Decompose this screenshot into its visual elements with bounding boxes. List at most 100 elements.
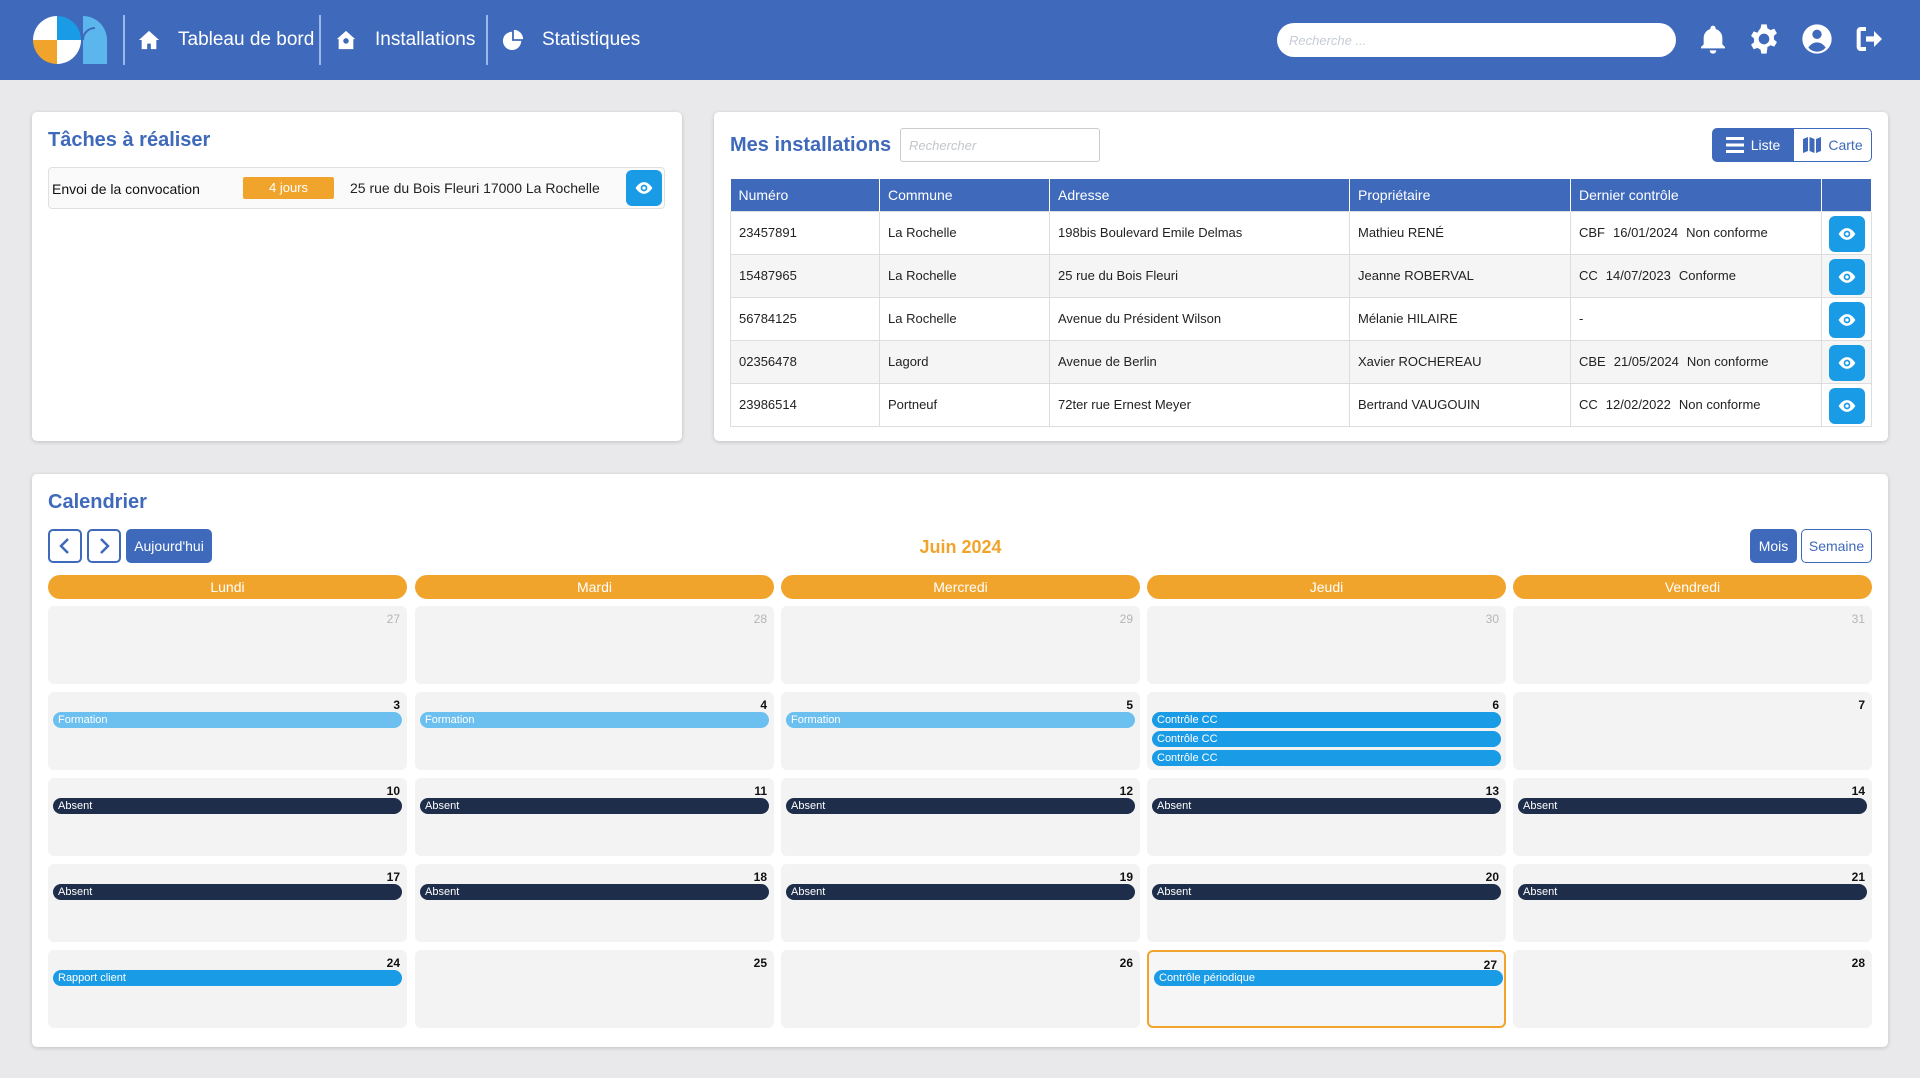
calendar-event[interactable]: Absent [420, 884, 769, 900]
calendar-day[interactable]: 19 Absent [781, 864, 1140, 942]
calendar-day[interactable]: 24 Rapport client [48, 950, 407, 1028]
day-number: 6 [1492, 698, 1499, 712]
calendar-event[interactable]: Contrôle CC [1152, 731, 1501, 747]
calendar-day[interactable]: 4 Formation [415, 692, 774, 770]
table-row[interactable]: 23457891 La Rochelle 198bis Boulevard Emil… [730, 210, 1872, 255]
calendar-day[interactable]: 25 [415, 950, 774, 1028]
profile-button[interactable] [1801, 23, 1833, 55]
user-icon [1802, 24, 1832, 54]
table-row[interactable]: 02356478 Lagord Avenue de Berlin Xavier ROC… [730, 339, 1872, 384]
cell-action [1821, 296, 1872, 341]
calendar-day[interactable]: 26 [781, 950, 1140, 1028]
nav-statistics[interactable]: Statistiques [502, 20, 640, 60]
task-delay-badge: 4 jours [243, 177, 334, 199]
calendar-day[interactable]: 6 Contrôle CC Contrôle CC Contrôle CC [1147, 692, 1506, 770]
calendar-day[interactable]: 14 Absent [1513, 778, 1872, 856]
calendar-day[interactable]: 30 [1147, 606, 1506, 684]
calendar-month-label: Juin 2024 [919, 537, 1002, 557]
cell-action [1821, 339, 1872, 384]
calendar-event[interactable]: Absent [1152, 884, 1501, 900]
calendar-event[interactable]: Absent [420, 798, 769, 814]
col-header-proprietaire[interactable]: Propriétaire [1349, 179, 1571, 211]
calendar-event[interactable]: Contrôle CC [1152, 750, 1501, 766]
col-header-numero[interactable]: Numéro [730, 179, 880, 211]
calendar-event[interactable]: Absent [1518, 884, 1867, 900]
view-map-button[interactable]: Carte [1793, 128, 1872, 162]
day-number: 30 [1485, 612, 1499, 626]
col-header-commune[interactable]: Commune [879, 179, 1050, 211]
calendar-month-view-button[interactable]: Mois [1750, 529, 1797, 563]
calendar-day[interactable]: 27 [48, 606, 407, 684]
installation-view-button[interactable] [1829, 387, 1865, 424]
installation-view-button[interactable] [1829, 344, 1865, 381]
calendar-today-button[interactable]: Aujourd'hui [126, 529, 212, 563]
settings-button[interactable] [1748, 23, 1780, 55]
calendar-event[interactable]: Contrôle CC [1152, 712, 1501, 728]
calendar-day[interactable]: 3 Formation [48, 692, 407, 770]
col-header-adresse[interactable]: Adresse [1049, 179, 1350, 211]
calendar-event[interactable]: Absent [1152, 798, 1501, 814]
calendar-event[interactable]: Absent [1518, 798, 1867, 814]
cell-action [1821, 253, 1872, 298]
nav-installations[interactable]: Installations [335, 20, 475, 60]
day-number: 7 [1858, 698, 1865, 712]
calendar-next-button[interactable] [87, 529, 121, 563]
day-number: 29 [1119, 612, 1133, 626]
calendar-day[interactable]: 10 Absent [48, 778, 407, 856]
cell-numero: 23457891 [730, 210, 880, 255]
control-type: - [1579, 311, 1584, 326]
table-row[interactable]: 56784125 La Rochelle Avenue du Président W… [730, 296, 1872, 341]
view-map-label: Carte [1828, 137, 1863, 153]
calendar-event[interactable]: Formation [53, 712, 402, 728]
calendar-day[interactable]: 12 Absent [781, 778, 1140, 856]
day-number: 3 [393, 698, 400, 712]
calendar-day-today[interactable]: 27 Contrôle périodique [1147, 950, 1506, 1028]
calendar-day[interactable]: 20 Absent [1147, 864, 1506, 942]
view-list-button[interactable]: Liste [1712, 128, 1793, 162]
calendar-event[interactable]: Formation [420, 712, 769, 728]
installation-view-button[interactable] [1829, 258, 1865, 295]
calendar-day[interactable]: 7 [1513, 692, 1872, 770]
calendar-event[interactable]: Absent [786, 884, 1135, 900]
control-date: 16/01/2024 [1613, 225, 1679, 240]
calendar-day[interactable]: 28 [1513, 950, 1872, 1028]
eye-icon [1838, 313, 1856, 326]
global-search-input[interactable] [1277, 23, 1676, 57]
task-view-button[interactable] [626, 170, 662, 206]
installation-view-button[interactable] [1829, 215, 1865, 252]
calendar-event[interactable]: Absent [786, 798, 1135, 814]
day-header: Mercredi [781, 575, 1140, 599]
installation-view-button[interactable] [1829, 301, 1865, 338]
cell-proprietaire: Xavier ROCHEREAU [1349, 339, 1571, 384]
nav-dashboard[interactable]: Tableau de bord [138, 20, 314, 60]
task-row[interactable]: Envoi de la convocation 4 jours 25 rue d… [48, 167, 665, 209]
cell-adresse: Avenue du Président Wilson [1049, 296, 1350, 341]
table-row[interactable]: 23986514 Portneuf 72ter rue Ernest Meyer Be… [730, 382, 1872, 427]
calendar-day[interactable]: 18 Absent [415, 864, 774, 942]
calendar-event[interactable]: Absent [53, 798, 402, 814]
calendar-event[interactable]: Formation [786, 712, 1135, 728]
calendar-day[interactable]: 21 Absent [1513, 864, 1872, 942]
day-number: 31 [1851, 612, 1865, 626]
calendar-day[interactable]: 13 Absent [1147, 778, 1506, 856]
calendar-day[interactable]: 31 [1513, 606, 1872, 684]
installations-search-input[interactable] [900, 128, 1100, 162]
col-header-dernier-controle[interactable]: Dernier contrôle [1570, 179, 1822, 211]
app-logo[interactable] [31, 14, 108, 66]
calendar-event[interactable]: Absent [53, 884, 402, 900]
calendar-prev-button[interactable] [48, 529, 82, 563]
table-row[interactable]: 15487965 La Rochelle 25 rue du Bois Fleuri… [730, 253, 1872, 298]
calendar-day[interactable]: 28 [415, 606, 774, 684]
calendar-event[interactable]: Rapport client [53, 970, 402, 986]
calendar-event[interactable]: Contrôle périodique [1154, 970, 1503, 986]
logout-button[interactable] [1854, 23, 1886, 55]
nav-statistics-label: Statistiques [542, 29, 641, 50]
calendar-day[interactable]: 29 [781, 606, 1140, 684]
calendar-week-view-button[interactable]: Semaine [1801, 529, 1872, 563]
calendar-day[interactable]: 17 Absent [48, 864, 407, 942]
nav-dashboard-label: Tableau de bord [178, 29, 315, 50]
calendar-day[interactable]: 5 Formation [781, 692, 1140, 770]
calendar-day[interactable]: 11 Absent [415, 778, 774, 856]
day-number: 13 [1485, 784, 1499, 798]
notifications-button[interactable] [1697, 23, 1729, 55]
